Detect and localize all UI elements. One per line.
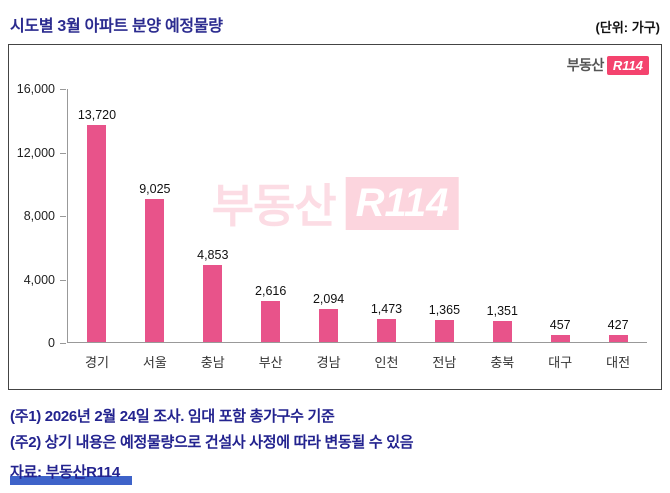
bar [203, 265, 223, 342]
page-title: 시도별 3월 아파트 분양 예정물량 [10, 18, 223, 35]
x-axis-label: 전남 [432, 355, 457, 370]
bar-group-부산: 2,616 부산 [242, 89, 300, 370]
source-highlight [10, 475, 132, 485]
bar-value-label: 1,351 [486, 303, 518, 318]
logo-text: 부동산 [566, 57, 605, 73]
bar-group-경남: 2,094 경남 [300, 89, 358, 370]
x-axis-label: 경남 [316, 355, 341, 370]
y-tick-label: 8,000 [23, 209, 67, 223]
bar [608, 335, 628, 342]
x-axis-label: 경기 [84, 355, 109, 370]
bar [145, 199, 165, 342]
unit-label: (단위: 가구) [595, 20, 660, 35]
bar-value-label: 9,025 [139, 182, 171, 197]
y-tick-label: 0 [48, 336, 66, 350]
bar [550, 334, 570, 342]
bar-value-label: 4,853 [197, 248, 229, 263]
y-tick-label: 16,000 [16, 82, 67, 96]
bar-group-전남: 1,365 전남 [415, 89, 473, 370]
bar-group-경기: 13,720 경기 [68, 89, 126, 370]
bar-value-label: 457 [549, 317, 571, 332]
bar [319, 308, 339, 342]
y-tick-label: 12,000 [16, 145, 67, 160]
bar [87, 125, 107, 342]
x-axis-label: 충남 [200, 355, 225, 370]
bar-group-충북: 1,351 충북 [473, 89, 531, 370]
bar-value-label: 427 [607, 318, 629, 333]
note-1: (주1) 2026년 2월 24일 조사. 임대 포함 총가구수 기준 [10, 408, 335, 425]
bar-group-인천: 1,473 인천 [358, 89, 416, 370]
logo-badge: R114 [606, 55, 649, 75]
bar-value-label: 2,094 [312, 291, 345, 306]
bar-value-label: 1,365 [428, 303, 461, 318]
chart-area: 부동산 R114 부동산 R114 16,000 12,000 8,000 4,000… [8, 44, 662, 390]
x-axis-label: 충북 [490, 355, 515, 370]
y-tick-label: 4,000 [23, 272, 67, 287]
x-axis-label: 대구 [548, 355, 573, 370]
header: 시도별 3월 아파트 분양 예정물량 (단위: 가구) [0, 0, 670, 41]
bar-group-서울: 9,025 서울 [126, 89, 184, 370]
x-axis-label: 서울 [142, 355, 167, 370]
source-line: 자료: 부동산R114 [10, 460, 132, 486]
bar-group-충남: 4,853 충남 [184, 89, 242, 370]
bar-plot: 13,720 경기 9,025 서울 4,853 충남 2,616 부산 2,094 경남 1,47… [67, 89, 647, 370]
bar [492, 320, 512, 342]
bar [434, 320, 454, 342]
r114-logo: 부동산 R114 [567, 55, 649, 75]
source-label: 자료: 부동산R114 [10, 464, 120, 481]
x-axis-label: 인천 [374, 355, 399, 370]
footnotes: (주1) 2026년 2월 24일 조사. 임대 포함 총가구수 기준 (주2)… [0, 390, 670, 486]
y-axis: 16,000 12,000 8,000 4,000 0 [9, 82, 67, 350]
bar-value-label: 13,720 [77, 108, 117, 123]
bar [261, 300, 281, 342]
bar-value-label: 1,473 [370, 301, 403, 316]
x-axis-label: 부산 [258, 355, 283, 370]
x-axis-label: 대전 [606, 355, 631, 370]
bar-group-대구: 457 대구 [531, 89, 589, 370]
bar [376, 318, 396, 342]
bar-group-대전: 427 대전 [589, 89, 647, 370]
note-2: (주2) 상기 내용은 예정물량으로 건설사 사정에 따라 변동될 수 있음 [10, 433, 414, 451]
bar-value-label: 2,616 [255, 283, 287, 298]
